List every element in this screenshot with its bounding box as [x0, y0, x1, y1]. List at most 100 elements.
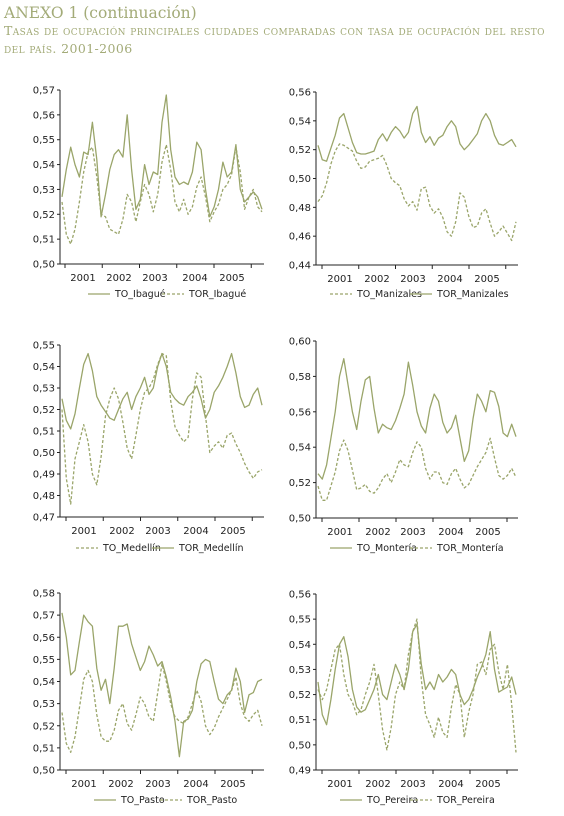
x-tick-label: 2003 — [142, 273, 167, 284]
x-tick-label: 2003 — [145, 779, 170, 790]
x-tick-label: 2001 — [327, 779, 352, 790]
x-tick-label: 2003 — [400, 527, 425, 538]
y-tick-label: 0,49 — [33, 470, 55, 481]
x-tick-label: 2002 — [364, 274, 389, 285]
y-tick-label: 0,44 — [289, 261, 311, 272]
y-tick-label: 0,51 — [33, 427, 55, 438]
x-tick-label: 2002 — [365, 779, 390, 790]
series-line-2 — [61, 663, 263, 753]
y-tick-label: 0,56 — [33, 110, 55, 121]
x-tick-label: 2004 — [183, 779, 208, 790]
y-tick-label: 0,51 — [33, 743, 55, 754]
chart-panel-3: 0,47 0,48 0,49 0,50 0,51 0,52 0,53 0,54 0,55 2001… — [33, 341, 264, 554]
y-tick-label: 0,56 — [289, 590, 311, 601]
y-tick-label: 0,51 — [289, 715, 311, 726]
legend-label: TOR_Montería — [436, 543, 504, 554]
y-tick-label: 0,51 — [33, 235, 55, 246]
x-tick-label: 2001 — [71, 779, 96, 790]
y-tick-label: 0,52 — [33, 210, 55, 221]
legend-label: TO_Medellín — [102, 543, 161, 554]
x-tick-label: 2005 — [475, 779, 500, 790]
y-tick-label: 0,58 — [33, 589, 55, 600]
series-line-1 — [317, 143, 517, 242]
y-tick-label: 0,57 — [33, 611, 55, 622]
legend-label: TO_Ibagué — [114, 289, 166, 300]
x-tick-label: 2005 — [474, 274, 499, 285]
y-tick-label: 0,54 — [289, 116, 311, 127]
x-tick-label: 2004 — [182, 273, 207, 284]
y-tick-label: 0,56 — [289, 407, 311, 418]
chart-panel-6: 0,49 0,50 0,51 0,52 0,53 0,54 0,55 0,56 2001 2002… — [289, 590, 518, 806]
y-tick-label: 0,56 — [33, 633, 55, 644]
series-line-1 — [61, 352, 263, 505]
y-tick-label: 0,60 — [289, 337, 311, 348]
x-tick-label: 2003 — [400, 274, 425, 285]
legend-label: TO_Montería — [356, 543, 417, 554]
y-tick-label: 0,52 — [289, 478, 311, 489]
y-tick-label: 0,49 — [289, 766, 311, 777]
x-tick-label: 2001 — [327, 527, 352, 538]
y-tick-label: 0,52 — [289, 145, 311, 156]
y-tick-label: 0,54 — [289, 443, 311, 454]
x-tick-label: 2004 — [438, 779, 463, 790]
y-tick-label: 0,50 — [33, 260, 55, 271]
x-tick-label: 2004 — [183, 526, 208, 537]
y-tick-label: 0,55 — [289, 615, 311, 626]
series-line-2 — [317, 437, 517, 501]
y-tick-label: 0,55 — [33, 655, 55, 666]
legend-label: TOR_Medellín — [178, 543, 244, 554]
y-tick-label: 0,54 — [33, 362, 55, 373]
y-tick-label: 0,48 — [33, 491, 55, 502]
y-tick-label: 0,52 — [33, 721, 55, 732]
x-tick-label: 2002 — [106, 273, 131, 284]
y-tick-label: 0,50 — [289, 740, 311, 751]
legend-label: TO_Pereira — [366, 795, 418, 806]
x-tick-label: 2002 — [365, 527, 390, 538]
y-tick-label: 0,48 — [289, 203, 311, 214]
x-tick-label: 2003 — [400, 779, 425, 790]
y-tick-label: 0,56 — [289, 88, 311, 99]
y-tick-label: 0,52 — [289, 690, 311, 701]
series-line-1 — [317, 358, 517, 480]
legend-label: TOR_Ibagué — [188, 289, 246, 300]
y-tick-label: 0,53 — [33, 384, 55, 395]
legend-label: TOR_Manizales — [436, 289, 509, 300]
x-tick-label: 2004 — [437, 274, 462, 285]
y-tick-label: 0,50 — [289, 514, 311, 525]
x-tick-label: 2004 — [438, 527, 463, 538]
series-line-2 — [317, 105, 517, 162]
chart-panel-1: 0,50 0,51 0,52 0,53 0,54 0,55 0,56 0,57 2001 2002… — [33, 86, 264, 300]
chart-panel-4: 0,50 0,52 0,54 0,56 0,58 0,60 2001 2002 2003 2004… — [289, 337, 518, 554]
x-tick-label: 2003 — [145, 526, 170, 537]
chart-panel-2: 0,44 0,46 0,48 0,50 0,52 0,54 0,56 2001 2002 2003… — [289, 88, 518, 300]
y-tick-label: 0,52 — [33, 405, 55, 416]
y-tick-label: 0,55 — [33, 341, 55, 352]
legend-label: TO_Manizales — [356, 289, 422, 300]
y-tick-label: 0,47 — [33, 513, 55, 524]
page-title: ANEXO 1 (continuación) — [4, 4, 197, 22]
y-tick-label: 0,50 — [33, 448, 55, 459]
x-tick-label: 2005 — [475, 527, 500, 538]
y-tick-label: 0,53 — [33, 699, 55, 710]
y-tick-label: 0,53 — [289, 665, 311, 676]
y-tick-label: 0,58 — [289, 372, 311, 383]
y-tick-label: 0,54 — [289, 640, 311, 651]
legend-label: TO_Pasto — [120, 795, 165, 806]
x-tick-label: 2001 — [327, 274, 352, 285]
x-tick-label: 2002 — [108, 779, 133, 790]
legend-label: TOR_Pasto — [186, 795, 237, 806]
x-tick-label: 2001 — [70, 273, 95, 284]
y-tick-label: 0,46 — [289, 232, 311, 243]
y-tick-label: 0,53 — [33, 185, 55, 196]
page-subtitle: Tasas de ocupación principales ciudades … — [4, 23, 545, 56]
x-tick-label: 2002 — [109, 526, 134, 537]
series-line-2 — [317, 618, 517, 753]
series-line-2 — [61, 352, 263, 430]
x-tick-label: 2005 — [219, 273, 244, 284]
page-header: ANEXO 1 (continuación) Tasas de ocupació… — [4, 4, 560, 58]
series-line-1 — [61, 94, 263, 218]
y-tick-label: 0,50 — [289, 174, 311, 185]
x-tick-label: 2005 — [220, 779, 245, 790]
y-tick-label: 0,57 — [33, 86, 55, 97]
